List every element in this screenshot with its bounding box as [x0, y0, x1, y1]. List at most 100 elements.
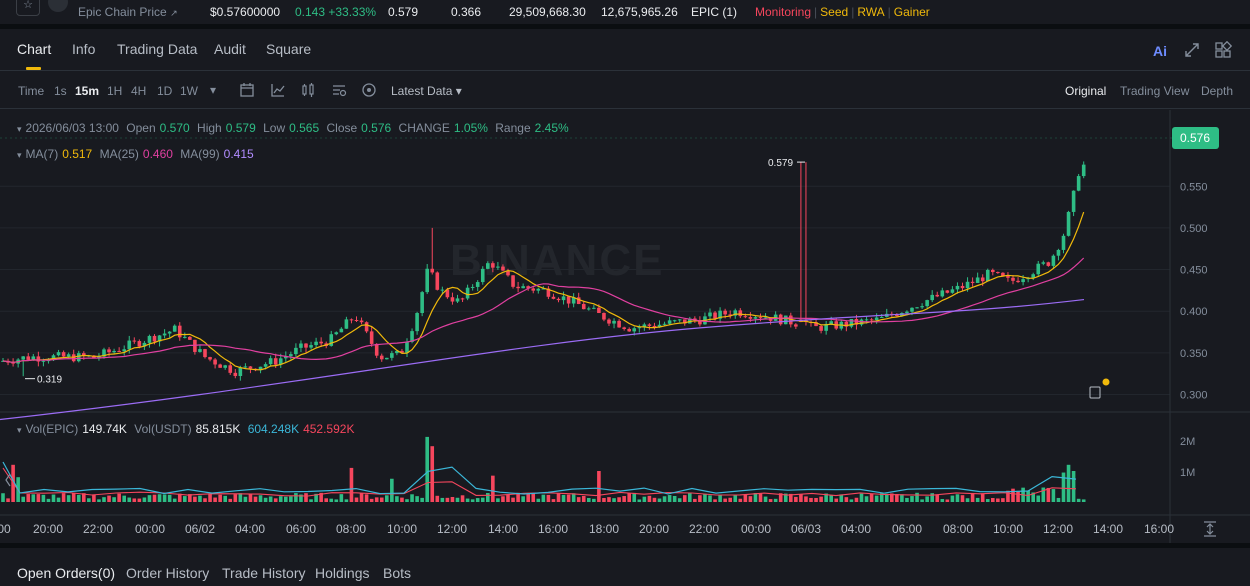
interval-1s[interactable]: 1s — [54, 84, 67, 98]
interval-1h[interactable]: 1H — [107, 84, 123, 98]
coin-logo — [48, 0, 68, 12]
ohlc-collapse-icon[interactable]: ▾ — [17, 124, 22, 134]
volume-bar — [884, 493, 889, 502]
tag-rwa[interactable]: RWA — [857, 5, 885, 19]
pair-label[interactable]: Epic Chain Price ↗ — [78, 5, 178, 19]
volume-bar — [147, 495, 152, 502]
candle-body — [172, 325, 177, 332]
volume-bar — [849, 499, 854, 502]
candle-body — [31, 356, 36, 360]
candle-body — [511, 275, 515, 287]
vol-collapse-icon[interactable]: ▾ — [17, 425, 22, 435]
candle-body — [66, 354, 71, 357]
tab-bots[interactable]: Bots — [383, 565, 412, 581]
volume-bar — [592, 498, 596, 502]
volume-bar — [622, 496, 626, 502]
volume-bar — [1061, 472, 1066, 502]
candle-type-icon[interactable] — [300, 82, 316, 98]
expand-icon[interactable] — [1183, 41, 1201, 59]
volume-bar — [430, 446, 435, 502]
candle-body — [920, 306, 924, 308]
volume-bar — [809, 497, 813, 502]
volume-bar — [51, 494, 56, 502]
chart-tabs: Chart Info Trading Data Audit Square Ai — [0, 29, 1250, 71]
tab-info[interactable]: Info — [72, 41, 96, 57]
interval-1d[interactable]: 1D — [157, 84, 173, 98]
candle-body — [592, 307, 596, 309]
ma-collapse-icon[interactable]: ▾ — [17, 150, 22, 160]
tab-trading-data[interactable]: Trading Data — [117, 41, 198, 57]
tab-holdings[interactable]: Holdings — [315, 565, 370, 581]
candle-body — [1071, 190, 1076, 212]
volume-bar — [465, 498, 470, 502]
candle-body — [157, 335, 162, 342]
candle-body — [238, 367, 243, 377]
view-trading-view[interactable]: Trading View — [1120, 84, 1190, 98]
candle-body — [36, 356, 41, 362]
candle-body — [435, 272, 440, 290]
indicator-icon[interactable] — [270, 82, 286, 98]
volume-bar — [268, 496, 273, 502]
volume-bar — [768, 499, 773, 502]
view-original[interactable]: Original — [1065, 84, 1107, 98]
star-icon: ☆ — [23, 0, 33, 11]
tab-audit[interactable]: Audit — [214, 41, 246, 57]
candle-body — [607, 319, 611, 324]
volume-bar — [41, 494, 46, 502]
volume-legend: ▾ Vol(EPIC) 149.74K Vol(USDT) 85.815K 604.2… — [17, 422, 355, 436]
candle-body — [940, 290, 945, 297]
tab-chart[interactable]: Chart — [17, 41, 52, 57]
ai-button[interactable]: Ai — [1153, 43, 1167, 59]
view-depth[interactable]: Depth — [1201, 84, 1234, 98]
volume-bar — [642, 496, 647, 502]
high-24h: 0.579 — [388, 5, 419, 19]
calendar-icon[interactable] — [239, 82, 255, 98]
volume-bar — [218, 494, 222, 502]
target-icon[interactable] — [361, 82, 377, 98]
interval-15m[interactable]: 15m — [75, 84, 100, 98]
settings-list-icon[interactable] — [331, 82, 347, 98]
favorite-button[interactable]: ☆ — [16, 0, 40, 16]
candle-body — [420, 292, 424, 314]
ma-legend: ▾ MA(7) 0.517 MA(25) 0.460 MA(99) 0.415 — [17, 147, 254, 161]
volume-bar — [354, 497, 359, 502]
volume-bar — [541, 494, 546, 502]
time-axis-label: 10:00 — [387, 522, 417, 536]
volume-bar — [390, 478, 394, 502]
latest-data-dropdown[interactable]: Latest Data ▾ — [391, 84, 462, 98]
tab-order-history[interactable]: Order History — [126, 565, 210, 581]
volume-bar — [556, 493, 561, 502]
volume-bar — [647, 495, 652, 502]
candlestick-chart[interactable]: 0.550 0.500 0.450 0.400 0.350 0.300 2M 1M BINANC… — [0, 110, 1250, 543]
candle-body — [102, 349, 106, 357]
tab-open-orders[interactable]: Open Orders(0) — [17, 565, 116, 581]
interval-dropdown-caret[interactable]: ▾ — [210, 83, 217, 97]
volume-bar — [329, 498, 334, 502]
candle-body — [339, 328, 344, 333]
candle-body — [440, 289, 445, 291]
candle-body — [470, 286, 475, 288]
layout-grid-icon[interactable] — [1214, 41, 1232, 59]
candle-body — [395, 350, 399, 354]
candle-body — [410, 331, 414, 342]
volume-bar — [667, 495, 672, 502]
volume-bar — [324, 498, 328, 502]
candle-body — [450, 297, 455, 302]
interval-4h[interactable]: 4H — [131, 84, 147, 98]
token-count[interactable]: EPIC (1) — [691, 5, 738, 19]
volume-bar — [526, 492, 530, 502]
tag-gainer[interactable]: Gainer — [893, 5, 930, 19]
volume-axis-label: 2M — [1180, 436, 1195, 448]
tab-trade-history[interactable]: Trade History — [222, 565, 306, 581]
volume-bar — [193, 496, 197, 502]
tag-monitoring[interactable]: Monitoring — [755, 5, 812, 19]
interval-1w[interactable]: 1W — [180, 84, 198, 98]
volume-bar — [672, 495, 677, 502]
tab-square[interactable]: Square — [266, 41, 312, 57]
volume-bar — [92, 494, 96, 502]
candle-body — [854, 319, 859, 325]
candle-body — [753, 317, 758, 319]
tag-seed[interactable]: Seed — [820, 5, 849, 19]
candle-body — [794, 324, 798, 327]
volume-bar — [71, 492, 76, 502]
